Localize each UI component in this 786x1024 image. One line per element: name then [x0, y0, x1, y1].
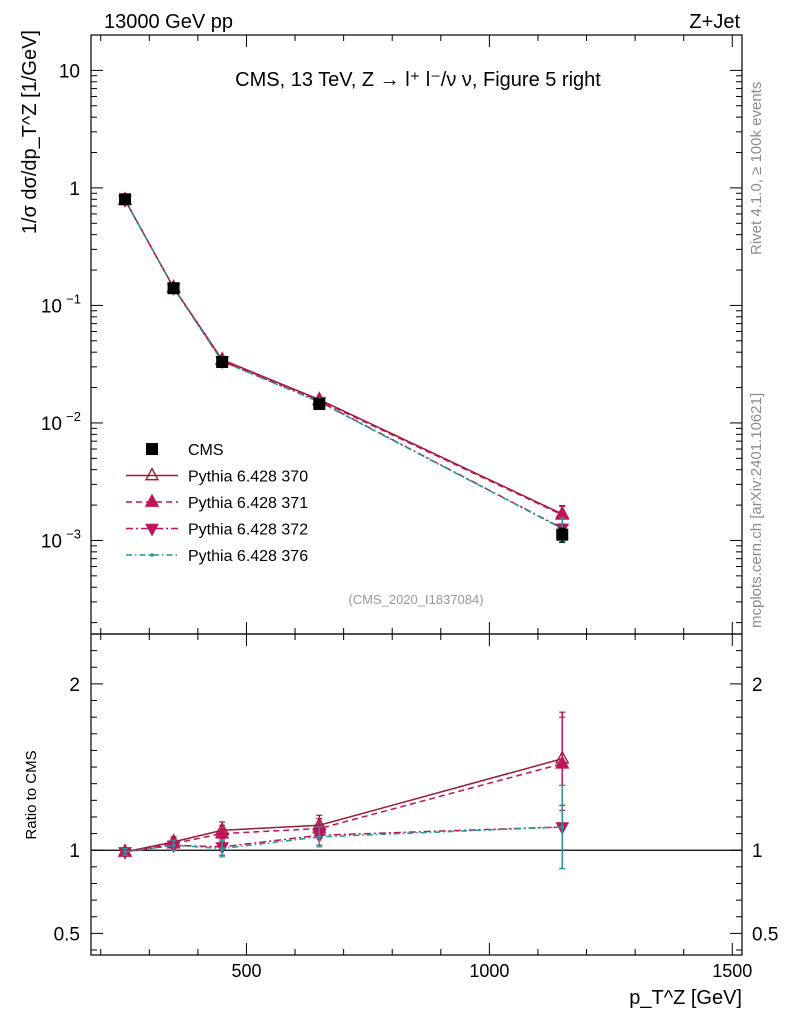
data-point — [123, 850, 127, 854]
legend-item: Pythia 6.428 376 — [126, 548, 308, 565]
main-series-2 — [118, 195, 570, 543]
data-point — [555, 755, 570, 769]
legend-label: CMS — [188, 442, 224, 459]
mcplots-label: mcplots.cern.ch [arXiv:2401.10621] — [748, 393, 765, 628]
main-series-0 — [117, 191, 570, 525]
x-tick-label: 1000 — [469, 961, 509, 981]
ratio-series-3 — [122, 784, 566, 870]
legend-item: CMS — [146, 442, 224, 459]
main-series-1 — [117, 191, 570, 526]
ratio-y-tick-label: 0.5 — [752, 924, 778, 945]
data-point — [119, 193, 132, 206]
y-tick-label: 10 — [41, 296, 62, 317]
analysis-id: (CMS_2020_I1837084) — [348, 592, 483, 607]
legend-marker — [144, 467, 160, 481]
series-line — [124, 199, 563, 515]
ratio-plot-frame — [90, 633, 743, 956]
y-tick-exponent: −1 — [66, 291, 81, 306]
x-tick-label: 500 — [231, 961, 261, 981]
plot-title: CMS, 13 TeV, Z → l⁺ l⁻/ν ν, Figure 5 rig… — [235, 69, 601, 91]
data-point — [214, 825, 230, 839]
data-point — [317, 835, 322, 839]
series-line — [124, 199, 563, 529]
x-tick-label: 1500 — [712, 961, 752, 981]
data-point — [167, 282, 180, 295]
y-tick-label: 1 — [69, 179, 80, 200]
ratio-series-0 — [117, 711, 570, 857]
main-series-4 — [119, 193, 569, 543]
y-tick-label: 10 — [59, 61, 80, 82]
legend-label: Pythia 6.428 371 — [188, 495, 308, 512]
main-series-3 — [122, 198, 566, 544]
legend-item: Pythia 6.428 370 — [126, 467, 308, 486]
data-point — [313, 397, 326, 410]
legend-item: Pythia 6.428 371 — [126, 493, 308, 512]
ratio-y-axis-label: Ratio to CMS — [23, 750, 40, 839]
y-axis-label: 1/σ dσ/dp_T^Z [1/GeV] — [19, 30, 41, 234]
series-line — [124, 826, 563, 853]
legend-marker — [144, 493, 160, 507]
y-tick-exponent: −2 — [66, 409, 81, 424]
y-tick-exponent: −3 — [66, 526, 81, 541]
legend-item: Pythia 6.428 372 — [126, 522, 308, 539]
series-line — [124, 758, 563, 853]
ratio-series-2 — [118, 784, 570, 870]
ratio-y-tick-label: 1 — [69, 841, 80, 862]
legend-marker — [146, 443, 158, 455]
legend-label: Pythia 6.428 376 — [188, 548, 308, 565]
ratio-y-tick-label: 1 — [752, 841, 763, 862]
header-left: 13000 GeV pp — [104, 11, 233, 33]
y-tick-label: 10 — [41, 414, 62, 435]
data-point — [560, 825, 565, 829]
ratio-y-tick-label: 0.5 — [54, 924, 80, 945]
series-line — [124, 763, 563, 853]
series-line — [124, 199, 563, 516]
data-point — [220, 846, 224, 851]
y-tick-label: 10 — [41, 531, 62, 552]
legend-marker — [150, 553, 154, 557]
legend-label: Pythia 6.428 372 — [188, 522, 308, 539]
header-right: Z+Jet — [689, 11, 740, 33]
data-point — [216, 356, 229, 369]
legend-label: Pythia 6.428 370 — [188, 469, 308, 486]
data-point — [171, 843, 176, 848]
x-axis-label: p_T^Z [GeV] — [629, 987, 742, 1009]
rivet-label: Rivet 4.1.0, ≥ 100k events — [748, 82, 765, 255]
ratio-y-tick-label: 2 — [752, 675, 763, 696]
series-line — [124, 826, 563, 853]
legend-marker — [145, 523, 159, 537]
main-plot-frame — [90, 34, 743, 635]
data-point — [556, 528, 569, 541]
ratio-y-tick-label: 2 — [69, 675, 80, 696]
